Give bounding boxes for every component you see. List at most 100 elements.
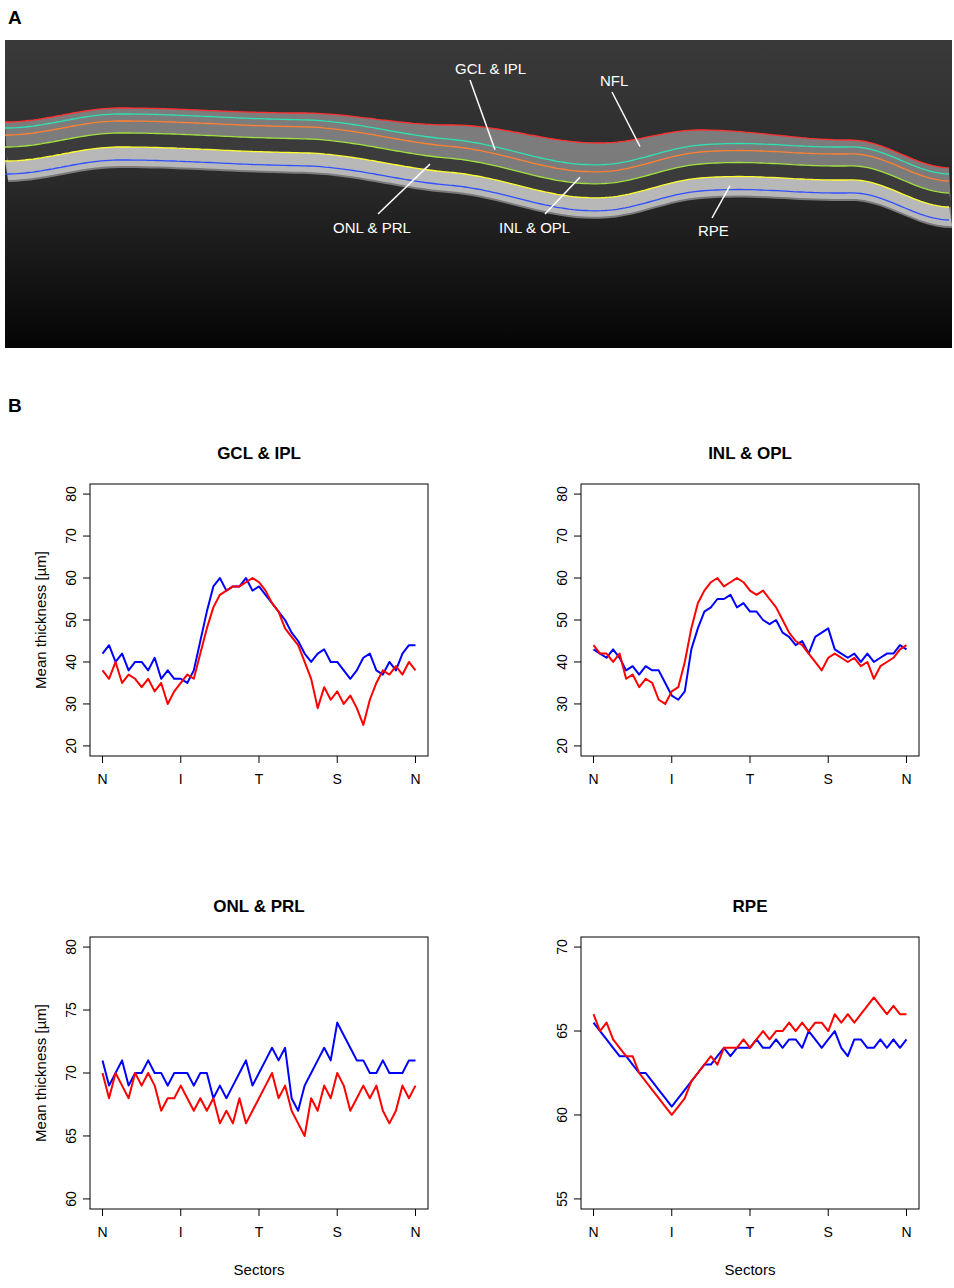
y-tick: [574, 661, 581, 662]
y-tick: [574, 745, 581, 746]
plot-frame: [581, 484, 919, 756]
y-tick: [574, 536, 581, 537]
x-tick-label: N: [901, 771, 911, 787]
y-tick: [574, 947, 581, 948]
x-tick-label: S: [824, 1224, 833, 1240]
series-line: [594, 1023, 907, 1107]
layer-boundary: [5, 133, 949, 193]
y-axis-title: Mean thickness [µm]: [32, 1004, 49, 1142]
y-tick: [574, 1198, 581, 1199]
x-tick: [259, 756, 260, 763]
chart-title: GCL & IPL: [217, 444, 301, 463]
y-tick: [574, 1031, 581, 1032]
leader-line: [612, 92, 640, 147]
y-tick: [83, 578, 90, 579]
y-tick: [83, 1010, 90, 1011]
y-tick-label: 40: [554, 654, 570, 670]
x-tick-label: I: [179, 771, 183, 787]
x-tick-label: T: [746, 1224, 755, 1240]
layer-boundary: [5, 121, 949, 181]
x-tick: [671, 1209, 672, 1216]
y-tick: [574, 578, 581, 579]
leader-line: [378, 164, 430, 214]
chart-title: RPE: [733, 897, 768, 916]
y-tick-label: 70: [554, 939, 570, 955]
y-tick: [83, 947, 90, 948]
y-tick: [83, 1073, 90, 1074]
y-tick: [83, 536, 90, 537]
x-tick: [671, 756, 672, 763]
y-tick-label: 65: [554, 1023, 570, 1039]
x-tick-label: N: [588, 1224, 598, 1240]
rpe-zone: [5, 147, 952, 226]
layer-label: ONL & PRL: [333, 219, 411, 236]
x-tick: [593, 1209, 594, 1216]
x-tick: [593, 756, 594, 763]
x-tick: [828, 1209, 829, 1216]
y-tick-label: 55: [554, 1191, 570, 1207]
x-tick-label: S: [333, 771, 342, 787]
y-tick: [83, 703, 90, 704]
y-tick-label: 60: [554, 1107, 570, 1123]
y-tick-label: 70: [63, 528, 79, 544]
y-tick: [83, 1198, 90, 1199]
x-tick-label: T: [746, 771, 755, 787]
y-tick: [83, 745, 90, 746]
layer-label: RPE: [698, 222, 729, 239]
leader-line: [545, 177, 580, 214]
x-tick: [906, 756, 907, 763]
x-tick: [102, 756, 103, 763]
oct-image: [5, 40, 952, 348]
x-tick-label: N: [97, 771, 107, 787]
series-line: [103, 578, 416, 683]
figure: AGCL & IPLNFLONL & PRLINL & OPLRPEBGCL &…: [0, 0, 954, 1288]
x-tick-label: N: [901, 1224, 911, 1240]
x-tick-label: I: [670, 1224, 674, 1240]
y-tick: [574, 620, 581, 621]
x-tick: [259, 1209, 260, 1216]
layer-boundary: [5, 108, 949, 168]
x-tick-label: N: [97, 1224, 107, 1240]
panel-letter: A: [8, 7, 22, 28]
x-tick-label: T: [255, 1224, 264, 1240]
y-tick-label: 65: [63, 1128, 79, 1144]
leader-line: [470, 80, 495, 150]
chart-title: ONL & PRL: [213, 897, 304, 916]
y-tick-label: 60: [554, 570, 570, 586]
x-tick-label: S: [333, 1224, 342, 1240]
chart: INL & OPL20304050607080NITSN: [554, 444, 919, 787]
y-tick-label: 20: [63, 738, 79, 754]
x-tick: [180, 1209, 181, 1216]
y-tick: [574, 494, 581, 495]
chart: GCL & IPL20304050607080NITSNMean thickne…: [32, 444, 428, 787]
x-axis-title: Sectors: [234, 1261, 285, 1278]
panel-letter: B: [8, 395, 22, 416]
plot-frame: [90, 937, 428, 1209]
x-tick: [906, 1209, 907, 1216]
layer-boundary: [5, 160, 949, 220]
onl-zone: [5, 133, 952, 207]
retina-band: [5, 108, 952, 228]
x-tick: [828, 756, 829, 763]
y-tick-label: 80: [554, 486, 570, 502]
y-tick-label: 60: [63, 1191, 79, 1207]
y-tick: [83, 661, 90, 662]
series-line: [594, 997, 907, 1115]
x-tick-label: N: [410, 771, 420, 787]
series-line: [594, 578, 907, 704]
layer-label: NFL: [600, 72, 628, 89]
y-tick-label: 40: [63, 654, 79, 670]
chart: RPE 55 60 65 70 N I T S N Sectors: [554, 897, 919, 1278]
y-tick-label: 30: [554, 696, 570, 712]
series-line: [103, 578, 416, 725]
series-line: [103, 1073, 416, 1136]
x-tick: [415, 1209, 416, 1216]
x-tick-label: I: [179, 1224, 183, 1240]
y-tick: [83, 494, 90, 495]
x-tick-label: S: [824, 771, 833, 787]
x-axis-title: Sectors: [725, 1261, 776, 1278]
layer-label: INL & OPL: [499, 219, 570, 236]
y-tick-label: 30: [63, 696, 79, 712]
y-tick-label: 60: [63, 570, 79, 586]
plot-frame: [581, 937, 919, 1209]
